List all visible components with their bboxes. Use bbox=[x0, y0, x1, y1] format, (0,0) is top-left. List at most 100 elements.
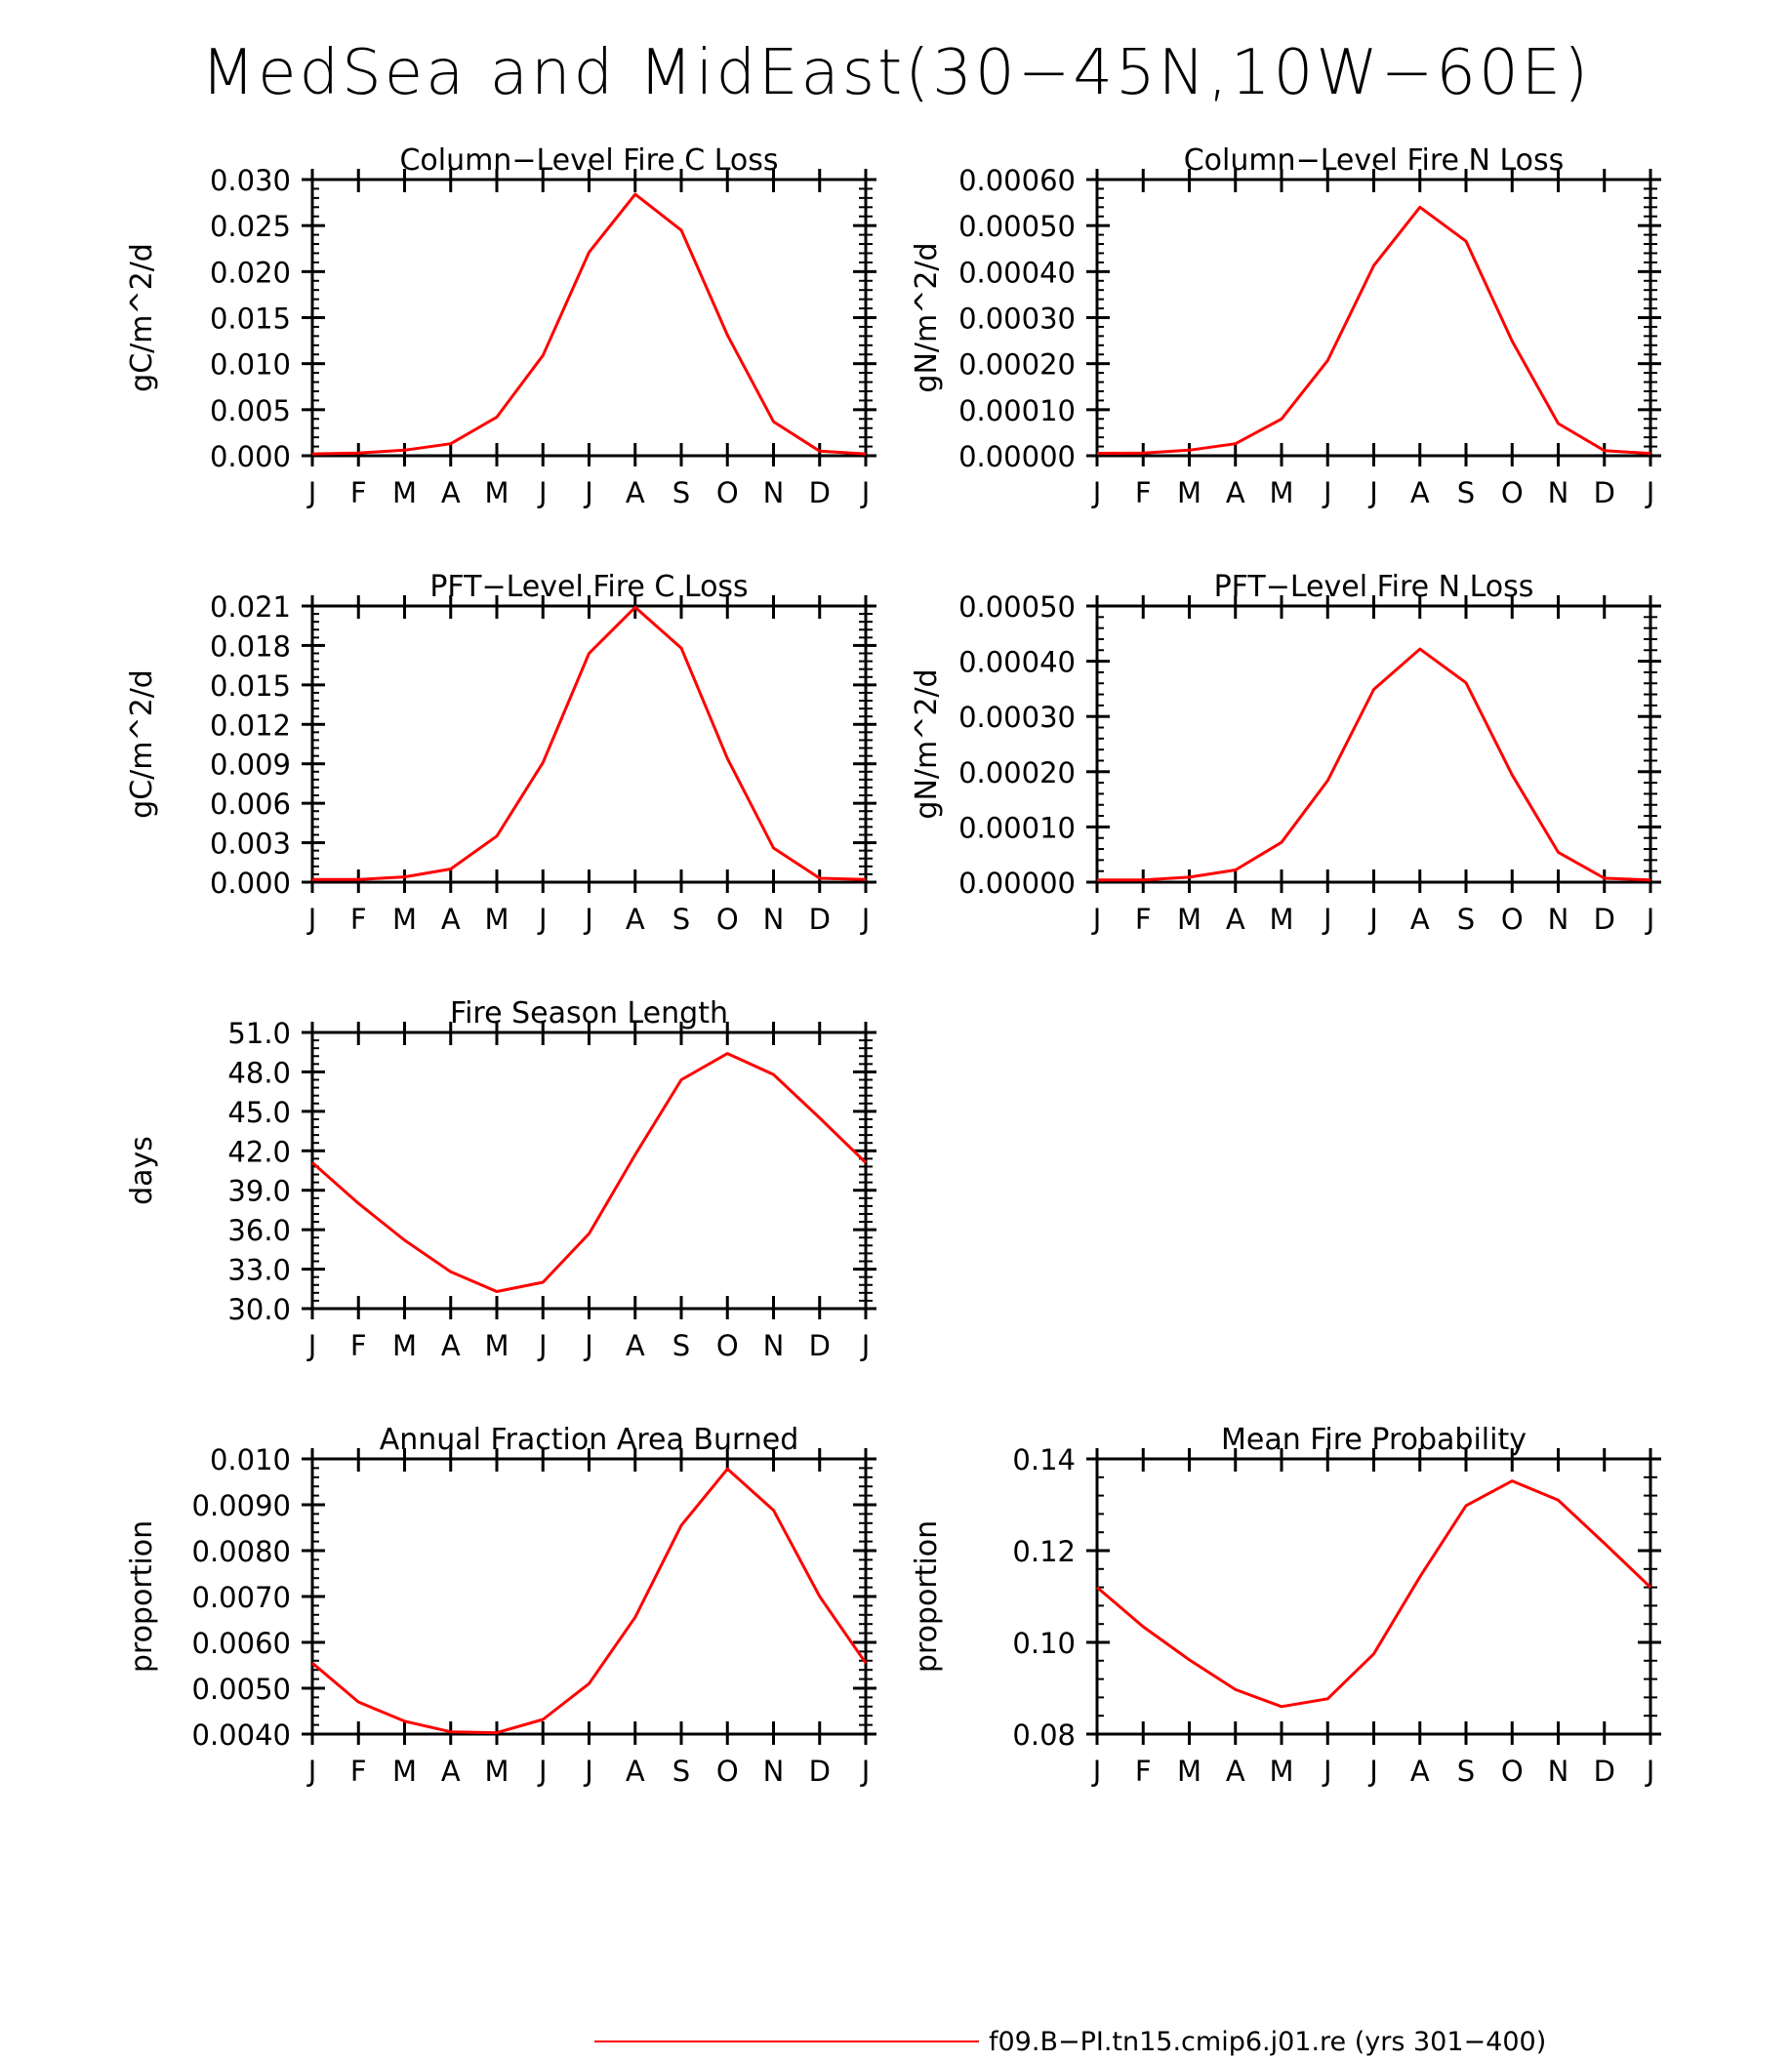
series-line bbox=[311, 192, 867, 456]
x-tick-label: D bbox=[1594, 903, 1615, 936]
x-tick-label: J bbox=[306, 476, 317, 509]
y-tick-label: 42.0 bbox=[227, 1135, 291, 1168]
figure-title: MedSea and MidEast(30−45N,10W−60E) bbox=[200, 37, 1592, 109]
x-tick-label: O bbox=[716, 903, 739, 936]
chart-panel-5: J F M A M J J A S O N D J30.033.036.039.042.045.048.… bbox=[125, 996, 876, 1362]
x-tick-label: J bbox=[1091, 1755, 1102, 1788]
y-axis-label: proportion bbox=[125, 1520, 159, 1673]
x-tick-label: J bbox=[583, 903, 593, 936]
x-tick-label: A bbox=[441, 476, 461, 509]
y-tick-label: 0.015 bbox=[210, 669, 291, 703]
x-tick-label: M bbox=[392, 1329, 417, 1362]
y-tick-label: 0.010 bbox=[210, 348, 291, 382]
x-tick-label: D bbox=[1594, 476, 1615, 509]
panel-title: PFT−Level Fire N Loss bbox=[1214, 570, 1534, 604]
plot-frame bbox=[310, 1030, 868, 1311]
x-tick-label: N bbox=[763, 476, 785, 509]
y-tick-label: 0.000 bbox=[210, 867, 291, 900]
x-tick-label: O bbox=[1501, 903, 1524, 936]
x-tick-label: M bbox=[392, 1755, 417, 1788]
x-tick-label: D bbox=[809, 1755, 831, 1788]
x-tick-label: A bbox=[1410, 903, 1430, 936]
x-tick-label: J bbox=[537, 1329, 548, 1362]
x-tick-label: M bbox=[1269, 1755, 1293, 1788]
x-tick-label: A bbox=[441, 903, 461, 936]
y-tick-label: 0.0060 bbox=[192, 1627, 291, 1660]
chart-panel-3: J F M A M J J A S O N D J0.0000.0030.0060.0090.0120.… bbox=[125, 570, 876, 936]
x-tick-label: O bbox=[1501, 476, 1524, 509]
y-tick-label: 0.12 bbox=[1012, 1535, 1076, 1568]
x-tick-label: A bbox=[1410, 476, 1430, 509]
y-tick-label: 0.00010 bbox=[958, 394, 1076, 427]
plot-frame bbox=[310, 178, 868, 458]
y-tick-label: 0.00020 bbox=[958, 756, 1076, 789]
y-tick-label: 0.0080 bbox=[192, 1535, 291, 1568]
plot-frame bbox=[1095, 178, 1652, 458]
panel-title: Column−Level Fire N Loss bbox=[1184, 143, 1565, 178]
y-tick-label: 0.010 bbox=[210, 1443, 291, 1476]
y-tick-label: 0.000 bbox=[210, 440, 291, 473]
x-tick-label: J bbox=[860, 476, 871, 509]
x-tick-label: A bbox=[441, 1755, 461, 1788]
x-tick-label: A bbox=[626, 903, 645, 936]
x-tick-label: J bbox=[583, 1329, 593, 1362]
y-tick-label: 0.00000 bbox=[958, 867, 1076, 900]
x-tick-label: D bbox=[1594, 1755, 1615, 1788]
y-tick-label: 0.005 bbox=[210, 394, 291, 427]
x-tick-label: S bbox=[1457, 476, 1475, 509]
x-tick-label: F bbox=[350, 903, 367, 936]
series-line bbox=[1096, 205, 1651, 456]
y-tick-label: 45.0 bbox=[227, 1096, 291, 1129]
y-tick-label: 51.0 bbox=[227, 1017, 291, 1050]
x-tick-label: J bbox=[860, 903, 871, 936]
y-tick-label: 0.00010 bbox=[958, 811, 1076, 844]
y-tick-label: 0.025 bbox=[210, 210, 291, 243]
x-tick-label: A bbox=[626, 1329, 645, 1362]
plot-frame bbox=[310, 1457, 868, 1736]
x-tick-label: D bbox=[809, 903, 831, 936]
y-tick-label: 0.00040 bbox=[958, 256, 1076, 289]
y-tick-label: 48.0 bbox=[227, 1056, 291, 1089]
x-tick-label: A bbox=[441, 1329, 461, 1362]
x-tick-label: F bbox=[1135, 903, 1152, 936]
x-tick-label: J bbox=[306, 903, 317, 936]
x-tick-label: O bbox=[716, 1755, 739, 1788]
y-axis-label: gN/m^2/d bbox=[910, 242, 944, 392]
x-tick-label: M bbox=[484, 1755, 509, 1788]
plot-frame bbox=[310, 604, 868, 884]
series-line bbox=[312, 605, 867, 881]
x-tick-label: J bbox=[1322, 476, 1332, 509]
x-tick-label: F bbox=[1135, 476, 1152, 509]
y-tick-label: 33.0 bbox=[227, 1254, 291, 1287]
plot-frame bbox=[1095, 1457, 1652, 1736]
y-axis-label: gC/m^2/d bbox=[125, 243, 159, 392]
y-tick-label: 0.0070 bbox=[192, 1581, 291, 1614]
x-tick-label: F bbox=[350, 1329, 367, 1362]
x-tick-label: M bbox=[484, 903, 509, 936]
x-tick-label: M bbox=[1177, 476, 1201, 509]
y-tick-label: 0.0040 bbox=[192, 1718, 291, 1752]
y-tick-label: 0.0090 bbox=[192, 1489, 291, 1522]
x-tick-label: J bbox=[583, 1755, 593, 1788]
x-tick-label: D bbox=[809, 1329, 831, 1362]
y-tick-label: 0.10 bbox=[1012, 1627, 1076, 1660]
legend: f09.B−PI.tn15.cmip6.j01.re (yrs 301−400) bbox=[594, 2027, 1546, 2057]
x-tick-label: A bbox=[1410, 1755, 1430, 1788]
y-tick-label: 0.015 bbox=[210, 303, 291, 336]
panel-title: PFT−Level Fire C Loss bbox=[429, 570, 748, 604]
x-tick-label: A bbox=[626, 1755, 645, 1788]
x-tick-label: M bbox=[484, 476, 509, 509]
x-tick-label: F bbox=[1135, 1755, 1152, 1788]
x-tick-label: J bbox=[860, 1755, 871, 1788]
y-tick-label: 0.14 bbox=[1012, 1443, 1076, 1476]
y-axis-label: gC/m^2/d bbox=[125, 669, 159, 819]
y-tick-label: 0.021 bbox=[210, 590, 291, 624]
x-tick-label: J bbox=[306, 1755, 317, 1788]
panel-title: Column−Level Fire C Loss bbox=[399, 143, 778, 178]
y-tick-label: 0.006 bbox=[210, 788, 291, 821]
series-line bbox=[311, 1052, 868, 1293]
y-tick-label: 0.00060 bbox=[958, 164, 1076, 197]
chart-panel-1: J F M A M J J A S O N D J0.0000.0050.0100.0150.0200.… bbox=[125, 143, 876, 509]
